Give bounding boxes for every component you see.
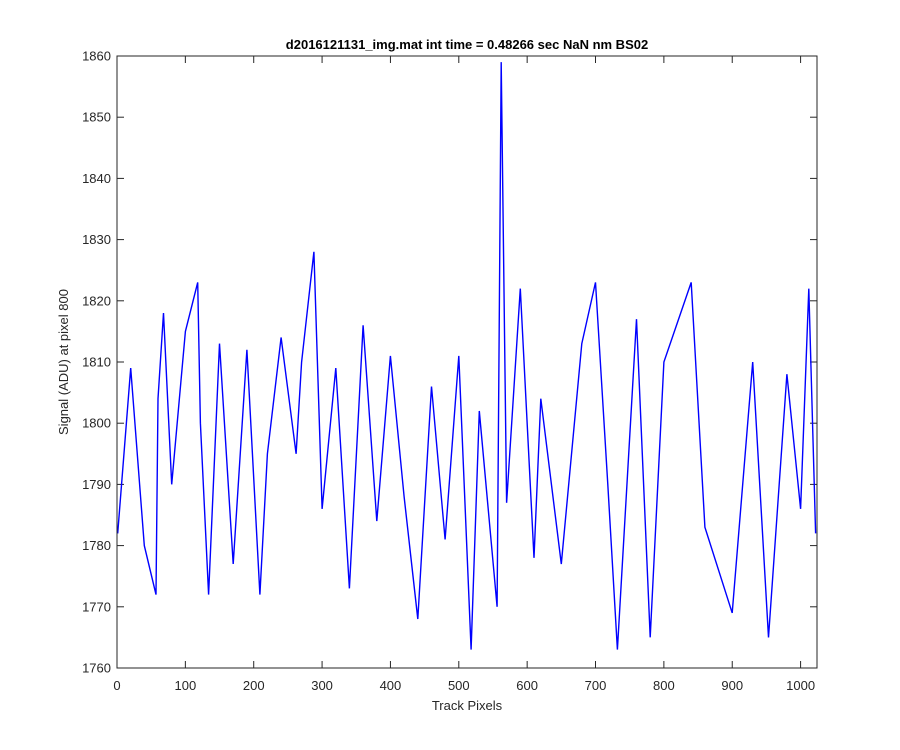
- x-axis-label: Track Pixels: [432, 698, 503, 713]
- y-tick-label: 1840: [82, 171, 111, 186]
- x-tick-label: 200: [243, 678, 265, 693]
- plot-area-border: [116, 55, 818, 669]
- x-tick-label: 500: [448, 678, 470, 693]
- series-line: [117, 62, 817, 650]
- y-tick-label: 1830: [82, 232, 111, 247]
- y-axis-ticks: 1760 1770 1780 1790 1800 1810 1820 1830 1840 1850…: [82, 49, 817, 676]
- y-axis-label: Signal (ADU) at pixel 800: [56, 289, 71, 435]
- x-tick-label: 0: [113, 678, 120, 693]
- x-tick-label: 800: [653, 678, 675, 693]
- x-tick-label: 900: [721, 678, 743, 693]
- x-tick-label: 400: [380, 678, 402, 693]
- x-tick-label: 100: [175, 678, 197, 693]
- y-tick-label: 1790: [82, 477, 111, 492]
- x-tick-label: 600: [516, 678, 538, 693]
- y-tick-label: 1820: [82, 293, 111, 308]
- y-tick-label: 1770: [82, 599, 111, 614]
- chart-title: d2016121131_img.mat int time = 0.48266 s…: [286, 37, 648, 52]
- x-tick-label: 700: [585, 678, 607, 693]
- y-tick-label: 1760: [82, 661, 111, 676]
- y-tick-label: 1800: [82, 416, 111, 431]
- y-tick-label: 1850: [82, 110, 111, 125]
- y-tick-label: 1810: [82, 355, 111, 370]
- x-tick-label: 1000: [786, 678, 815, 693]
- x-tick-label: 300: [311, 678, 333, 693]
- y-tick-label: 1860: [82, 49, 111, 64]
- y-tick-label: 1780: [82, 538, 111, 553]
